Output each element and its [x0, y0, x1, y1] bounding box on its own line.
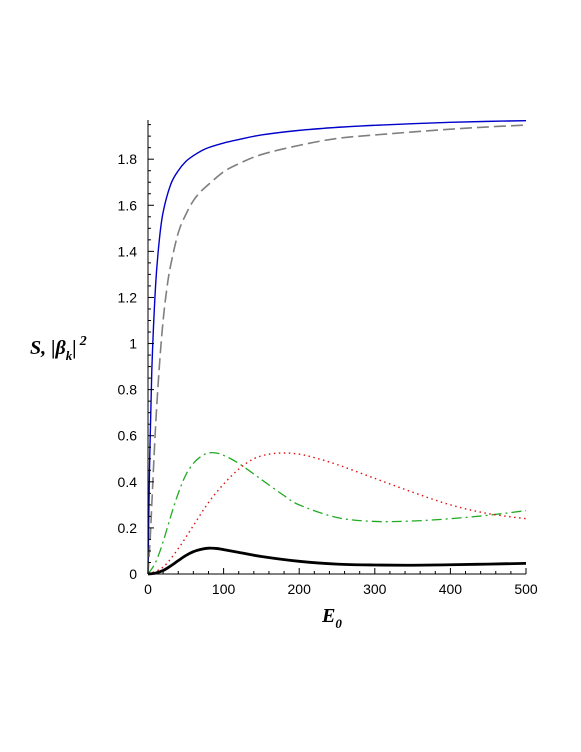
series-layer	[147, 119, 527, 576]
y-tick-label: 0.6	[118, 428, 138, 444]
series-line-0	[147, 119, 527, 575]
series-line-1	[147, 124, 527, 575]
y-tick-label: 1.4	[118, 243, 138, 259]
x-axis-label: E0	[321, 605, 342, 631]
x-tick-label: 200	[288, 581, 312, 597]
x-tick-label: 0	[144, 581, 152, 597]
x-tick-label: 300	[363, 581, 387, 597]
y-tick-label: 0.4	[118, 474, 138, 490]
x-tick-label: 400	[439, 581, 463, 597]
axes-layer	[147, 120, 526, 575]
y-axis-label-sup: 2	[79, 334, 87, 349]
y-tick-label: 1.8	[118, 151, 138, 167]
series-line-3	[147, 452, 527, 575]
y-tick-label: 1	[129, 336, 137, 352]
series-line-2	[147, 452, 527, 575]
x-tick-label: 500	[514, 581, 538, 597]
y-axis-label-main: S, |β	[30, 337, 67, 359]
x-axis-label-sub: 0	[335, 616, 342, 631]
y-tick-label: 0.2	[118, 520, 138, 536]
y-axis-label: S, |βk| 2	[30, 334, 87, 363]
series-line-4	[147, 546, 527, 576]
ticks-layer: 0 100 200 300 400 500 0 0.2 0.4 0.6 0.8 1 1.2 1.4 1.6 1…	[118, 124, 538, 597]
x-tick-label: 100	[212, 581, 236, 597]
y-tick-label: 1.6	[118, 197, 138, 213]
y-axis-label-sub: k	[66, 348, 73, 363]
y-tick-label: 0	[129, 566, 137, 582]
y-tick-label: 1.2	[118, 289, 138, 305]
x-axis-label-main: E	[321, 605, 335, 627]
y-tick-label: 0.8	[118, 382, 138, 398]
y-axis-label-tail: |	[72, 337, 76, 359]
